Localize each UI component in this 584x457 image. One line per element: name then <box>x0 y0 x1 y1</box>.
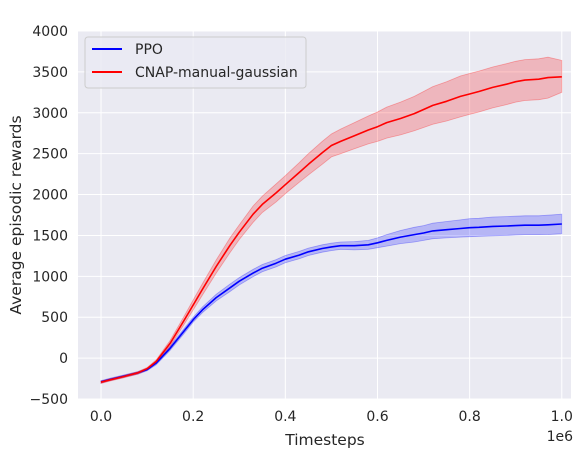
plot-background <box>78 31 571 399</box>
y-tick-label: 1000 <box>32 269 68 285</box>
legend-box <box>84 36 307 89</box>
x-axis-label: Timesteps <box>284 431 365 449</box>
y-tick-label: 4000 <box>32 24 68 40</box>
y-tick-labels: −500 0 500 1000 1500 2000 2500 3000 3500 4000 <box>30 24 68 408</box>
x-tick-labels: 0.0 0.2 0.4 0.6 0.8 1.0 <box>90 409 573 425</box>
series-1-confidence-band <box>100 56 563 385</box>
y-tick-label: 500 <box>41 310 68 326</box>
y-tick-label: 3000 <box>32 106 68 122</box>
y-tick-label: 3500 <box>32 65 68 81</box>
legend-label-cnap: CNAP-manual-gaussian <box>135 65 298 81</box>
x-tick-label: 0.6 <box>366 409 388 425</box>
series-1-line <box>100 76 562 383</box>
x-multiplier-label: 1e6 <box>547 429 574 445</box>
y-tick-label: 1500 <box>32 228 68 244</box>
x-tick-label: 0.4 <box>274 409 296 425</box>
y-tick-label: 2000 <box>32 188 68 204</box>
y-tick-label: 0 <box>59 351 68 367</box>
x-tick-label: 0.8 <box>459 409 481 425</box>
x-tick-label: 1.0 <box>551 409 573 425</box>
x-tick-label: 0.0 <box>90 409 112 425</box>
legend-label-ppo: PPO <box>135 42 163 58</box>
confidence-bands <box>100 56 563 385</box>
y-axis-label: Average episodic rewards <box>7 115 25 314</box>
series-0-confidence-band <box>100 213 563 384</box>
series-0-line <box>100 223 562 383</box>
y-tick-label: 2500 <box>32 147 68 163</box>
y-tick-label: −500 <box>30 392 68 408</box>
series-lines <box>100 76 562 383</box>
legend: PPO CNAP-manual-gaussian <box>84 36 307 89</box>
x-tick-label: 0.2 <box>182 409 204 425</box>
